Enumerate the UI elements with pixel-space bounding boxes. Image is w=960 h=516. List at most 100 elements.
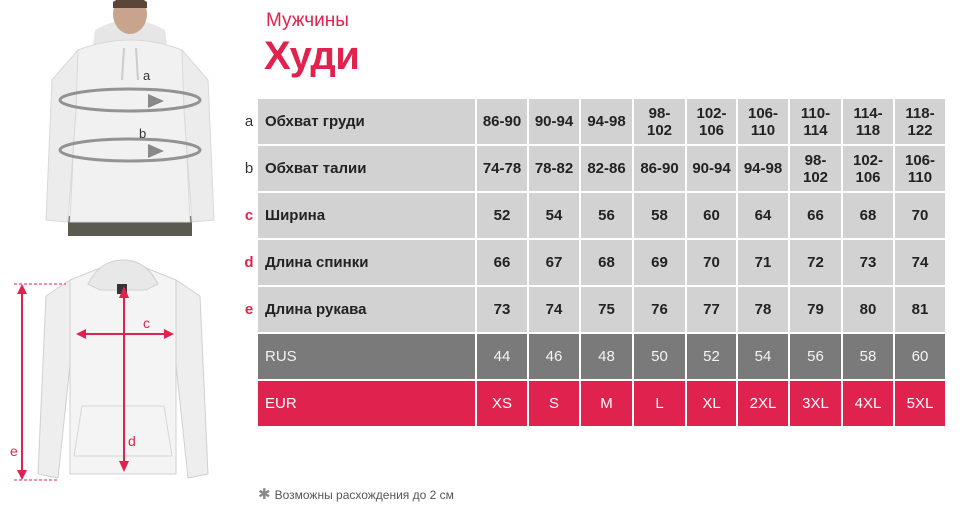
table-cell: 74-78 [477,146,527,191]
table-cell: 90-94 [687,146,736,191]
table-cell: L [634,381,685,426]
table-cell: 48 [581,334,632,379]
row-label: RUS [258,334,475,379]
row-letter: a [242,99,256,144]
table-cell: 90-94 [529,99,579,144]
sleeve-length-arrow-icon [14,283,66,481]
row-label: EUR [258,381,475,426]
row-letter: e [242,287,256,332]
table-cell: 106- 110 [738,99,788,144]
table-cell: 94-98 [581,99,632,144]
row-label: Ширина [258,193,475,238]
table-cell: 2XL [738,381,788,426]
table-cell: 78-82 [529,146,579,191]
table-cell: 46 [529,334,579,379]
table-cell: 4XL [843,381,893,426]
table-cell: 73 [843,240,893,285]
table-cell: 110- 114 [790,99,841,144]
note-text: Возможны расхождения до 2 см [274,488,454,502]
size-table: a Обхват груди 86-90 90-94 94-98 98- 102 102- 10… [240,97,947,428]
table-cell: 73 [477,287,527,332]
table-cell: 81 [895,287,945,332]
table-cell: 67 [529,240,579,285]
chest-arrow-icon [58,87,202,113]
table-cell: XS [477,381,527,426]
table-cell: 52 [687,334,736,379]
table-cell: 71 [738,240,788,285]
table-cell: 5XL [895,381,945,426]
asterisk-icon: ✱ [258,486,271,503]
table-row: EUR XS S M L XL 2XL 3XL 4XL 5XL [242,381,945,426]
table-cell: 69 [634,240,685,285]
table-row: RUS 44 46 48 50 52 54 56 58 60 [242,334,945,379]
table-row: b Обхват талии 74-78 78-82 82-86 86-90 90-94 94… [242,146,945,191]
table-cell: 74 [895,240,945,285]
row-letter: c [242,193,256,238]
label-e: e [10,443,18,459]
table-cell: 94-98 [738,146,788,191]
row-letter: b [242,146,256,191]
table-cell: 72 [790,240,841,285]
table-cell: 102- 106 [687,99,736,144]
table-cell: 70 [687,240,736,285]
table-cell: 86-90 [477,99,527,144]
table-row: d Длина спинки 66 67 68 69 70 71 72 73 74 [242,240,945,285]
table-cell: 52 [477,193,527,238]
table-cell: M [581,381,632,426]
table-cell: 50 [634,334,685,379]
row-letter [242,334,256,379]
model-photo: a b [40,0,220,236]
category-subtitle: Мужчины [266,10,349,31]
table-cell: 86-90 [634,146,685,191]
table-cell: 64 [738,193,788,238]
table-cell: 78 [738,287,788,332]
size-table-body: a Обхват груди 86-90 90-94 94-98 98- 102 102- 10… [242,99,945,426]
table-cell: 98- 102 [790,146,841,191]
table-row: a Обхват груди 86-90 90-94 94-98 98- 102 102- 10… [242,99,945,144]
table-cell: 56 [581,193,632,238]
hoodie-diagram: c d e [10,259,209,481]
back-length-arrow-icon [119,286,129,472]
table-row: c Ширина 52 54 56 58 60 64 66 68 70 [242,193,945,238]
table-cell: 44 [477,334,527,379]
row-label: Длина спинки [258,240,475,285]
table-cell: 118- 122 [895,99,945,144]
table-cell: 66 [790,193,841,238]
row-letter [242,381,256,426]
table-cell: 102- 106 [843,146,893,191]
table-cell: 58 [634,193,685,238]
table-cell: 98- 102 [634,99,685,144]
table-cell: 68 [843,193,893,238]
table-cell: 114- 118 [843,99,893,144]
table-row: e Длина рукава 73 74 75 76 77 78 79 80 81 [242,287,945,332]
row-label: Обхват груди [258,99,475,144]
table-cell: 68 [581,240,632,285]
table-cell: 3XL [790,381,841,426]
table-cell: 54 [738,334,788,379]
table-cell: 77 [687,287,736,332]
table-cell: 82-86 [581,146,632,191]
table-cell: 54 [529,193,579,238]
waist-arrow-icon [58,137,202,163]
table-cell: XL [687,381,736,426]
page-title: Худи [264,34,360,78]
table-cell: 70 [895,193,945,238]
table-cell: 80 [843,287,893,332]
table-cell: S [529,381,579,426]
table-cell: 60 [687,193,736,238]
label-d: d [128,433,136,449]
row-label: Обхват талии [258,146,475,191]
disclaimer-note: ✱ Возможны расхождения до 2 см [258,485,454,503]
table-cell: 74 [529,287,579,332]
width-arrow-icon [76,329,174,339]
table-cell: 106- 110 [895,146,945,191]
table-cell: 56 [790,334,841,379]
table-cell: 60 [895,334,945,379]
table-cell: 66 [477,240,527,285]
row-letter: d [242,240,256,285]
label-b: b [139,126,146,141]
table-cell: 58 [843,334,893,379]
table-cell: 76 [634,287,685,332]
table-cell: 75 [581,287,632,332]
row-label: Длина рукава [258,287,475,332]
